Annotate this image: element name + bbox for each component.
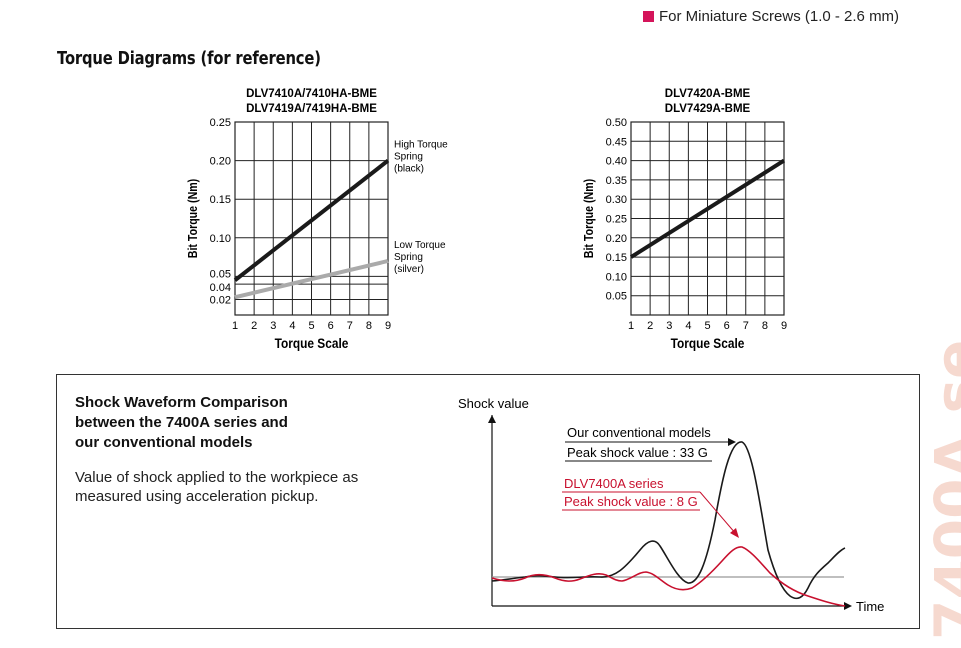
x-tick-label: 2 xyxy=(251,320,257,332)
category-tag-text: For Miniature Screws (1.0 - 2.6 mm) xyxy=(659,8,900,25)
series-7400a-arrow-icon xyxy=(730,528,739,538)
chart-title-line: DLV7429A-BME xyxy=(665,103,751,115)
y-axis-arrow-icon xyxy=(488,415,496,423)
shock-box-title-line: our conventional models xyxy=(75,434,253,451)
y-tick-label: 0.15 xyxy=(210,194,231,206)
x-tick-label: 6 xyxy=(724,320,730,332)
y-tick-label: 0.25 xyxy=(606,214,627,226)
y-tick-label: 0.50 xyxy=(606,117,627,129)
y-tick-label: 0.20 xyxy=(606,233,627,245)
x-tick-label: 7 xyxy=(347,320,353,332)
y-tick-label: 0.05 xyxy=(606,291,627,303)
x-tick-label: 4 xyxy=(685,320,691,332)
chart-title-line: DLV7410A/7410HA-BME xyxy=(246,88,377,100)
series-7400a-peak-label: Peak shock value : 8 G xyxy=(564,494,698,509)
y-tick-label: 0.25 xyxy=(210,117,231,129)
series-line xyxy=(629,158,786,259)
conventional-label-arrow-icon xyxy=(728,438,736,446)
shock-box-title-line: between the 7400A series and xyxy=(75,414,288,431)
chart-title-line: DLV7419A/7419HA-BME xyxy=(246,103,377,115)
x-tick-label: 9 xyxy=(781,320,787,332)
y-tick-label: 0.45 xyxy=(606,136,627,148)
series-line xyxy=(233,159,390,282)
x-tick-label: 3 xyxy=(270,320,276,332)
y-tick-label: 0.02 xyxy=(210,295,231,307)
x-tick-label: 5 xyxy=(308,320,314,332)
x-axis-label: Torque Scale xyxy=(275,335,349,351)
y-tick-label: 0.10 xyxy=(606,271,627,283)
series-legend-label: (silver) xyxy=(394,264,424,275)
series-7400a-label-line: DLV7400A series xyxy=(564,476,664,491)
x-axis-arrow-icon xyxy=(844,602,852,610)
x-tick-label: 7 xyxy=(743,320,749,332)
x-tick-label: 5 xyxy=(704,320,710,332)
x-tick-label: 8 xyxy=(762,320,768,332)
section-title: Torque Diagrams (for reference) xyxy=(57,48,321,69)
x-tick-label: 1 xyxy=(232,320,238,332)
watermark-text: 7400A series xyxy=(922,340,961,640)
series-line xyxy=(234,259,389,300)
waveform-line-conventional xyxy=(491,441,846,600)
x-tick-label: 3 xyxy=(666,320,672,332)
shock-box-title: Shock Waveform Comparison between the 74… xyxy=(75,393,375,453)
product-category-tag: For Miniature Screws (1.0 - 2.6 mm) xyxy=(643,8,899,25)
waveform-line-7400a xyxy=(491,546,846,607)
shock-comparison-box xyxy=(56,374,920,629)
x-tick-label: 8 xyxy=(366,320,372,332)
x-axis-label: Time xyxy=(856,599,884,614)
y-tick-label: 0.30 xyxy=(606,194,627,206)
y-axis-label: Bit Torque (Nm) xyxy=(186,179,200,259)
x-tick-label: 6 xyxy=(328,320,334,332)
y-tick-label: 0.15 xyxy=(606,252,627,264)
y-tick-label: 0.04 xyxy=(210,282,231,294)
y-tick-label: 0.20 xyxy=(210,156,231,168)
series-legend-label: Spring xyxy=(394,252,423,263)
series-legend-label: (black) xyxy=(394,164,424,175)
series-watermark: 7400A series xyxy=(918,340,961,648)
conventional-label-line: Our conventional models xyxy=(567,425,711,440)
plot-frame xyxy=(630,121,785,316)
series-legend-label: High Torque xyxy=(394,140,448,151)
chart-title-line: DLV7420A-BME xyxy=(665,88,751,100)
y-tick-label: 0.40 xyxy=(606,156,627,168)
x-tick-label: 2 xyxy=(647,320,653,332)
y-axis-label: Shock value xyxy=(458,396,529,411)
conventional-peak-label: Peak shock value : 33 G xyxy=(567,445,708,460)
shock-box-description: Value of shock applied to the workpiece … xyxy=(75,469,359,505)
x-axis-label: Torque Scale xyxy=(671,335,745,351)
series-7400a-pointer-line xyxy=(699,491,737,535)
x-tick-label: 9 xyxy=(385,320,391,332)
plot-frame xyxy=(234,121,389,316)
x-tick-label: 4 xyxy=(289,320,295,332)
shock-box-title-line: Shock Waveform Comparison xyxy=(75,394,288,411)
x-tick-label: 1 xyxy=(628,320,634,332)
category-square-icon xyxy=(643,11,654,22)
series-legend-label: Low Torque xyxy=(394,240,446,251)
y-tick-label: 0.35 xyxy=(606,175,627,187)
y-tick-label: 0.05 xyxy=(210,268,231,280)
y-tick-label: 0.10 xyxy=(210,233,231,245)
series-legend-label: Spring xyxy=(394,152,423,163)
y-axis-label: Bit Torque (Nm) xyxy=(582,179,596,259)
